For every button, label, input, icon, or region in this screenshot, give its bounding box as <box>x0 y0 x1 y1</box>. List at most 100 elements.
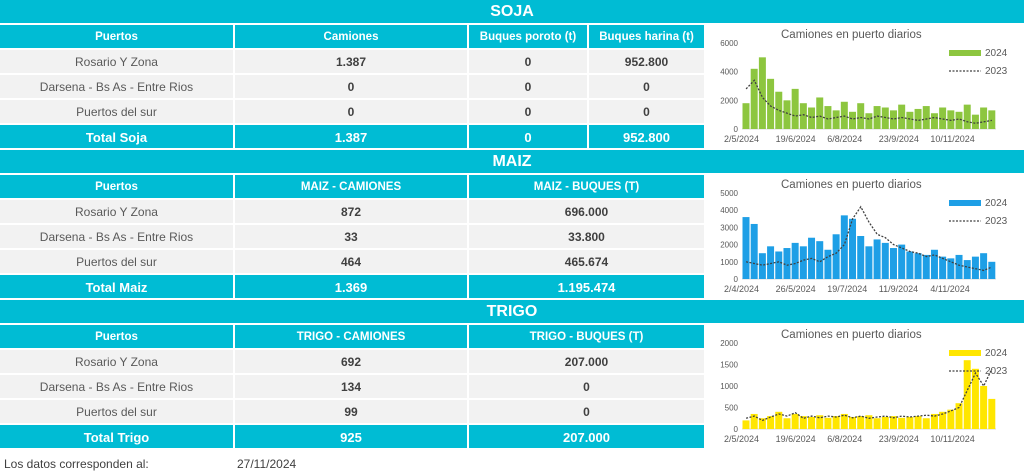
port-name: Darsena - Bs As - Entre Rios <box>0 375 235 400</box>
x-tick-label: 2/5/2024 <box>724 134 759 144</box>
x-tick-label: 6/8/2024 <box>827 434 862 444</box>
bar-2024 <box>791 413 799 429</box>
x-tick-label: 19/6/2024 <box>776 434 816 444</box>
line-2023 <box>745 79 993 124</box>
bar-2024 <box>898 104 906 129</box>
bar-2024 <box>947 409 955 429</box>
legend-label-2023: 2023 <box>985 66 1008 77</box>
table-row: Darsena - Bs As - Entre Rios 33 33.800 <box>0 225 706 250</box>
bar-2024 <box>849 218 857 279</box>
port-name: Darsena - Bs As - Entre Rios <box>0 225 235 250</box>
legend-label-2023: 2023 <box>985 366 1008 377</box>
bar-2024 <box>930 113 938 129</box>
bar-2024 <box>742 103 750 129</box>
total-row: Total Maiz 1.369 1.195.474 <box>0 275 706 300</box>
total-label: Total Trigo <box>0 425 235 450</box>
table-row: Darsena - Bs As - Entre Rios 134 0 <box>0 375 706 400</box>
chart-title: Camiones en puerto diarios <box>781 29 922 41</box>
chart-trigo: Camiones en puerto diarios 0 500 1000 1500 20… <box>706 325 1024 450</box>
section-title-maiz: MAIZ <box>0 150 1024 173</box>
bar-2024 <box>849 416 857 429</box>
value-cell: 33.800 <box>469 225 706 250</box>
bar-2024 <box>906 251 914 279</box>
bar-2024 <box>832 234 840 279</box>
bar-2024 <box>857 103 865 129</box>
bar-2024 <box>955 403 963 429</box>
value-cell: 692 <box>235 350 469 375</box>
chart-trigo-svg: Camiones en puerto diarios 0 500 1000 1500 20… <box>720 329 1008 444</box>
total-label: Total Soja <box>0 125 235 150</box>
legend-swatch-2024 <box>949 200 981 206</box>
bar-2024 <box>963 104 971 129</box>
bar-2024 <box>873 239 881 279</box>
bar-2024 <box>939 256 947 279</box>
table-row: Puertos del sur 0 0 0 <box>0 100 706 125</box>
soja-header-row: Puertos Camiones Buques poroto (t) Buque… <box>0 25 706 50</box>
legend-swatch-2024 <box>949 50 981 56</box>
legend-label-2023: 2023 <box>985 216 1008 227</box>
bar-2024 <box>914 253 922 279</box>
value-cell: 134 <box>235 375 469 400</box>
legend-swatch-2024 <box>949 350 981 356</box>
bar-2024 <box>816 415 824 429</box>
x-tick-label: 23/9/2024 <box>879 434 919 444</box>
port-name: Puertos del sur <box>0 100 235 125</box>
value-cell: 0 <box>235 100 469 125</box>
x-tick-label: 6/8/2024 <box>827 134 862 144</box>
header-cell: Buques harina (t) <box>589 25 706 50</box>
header-cell: Camiones <box>235 25 469 50</box>
table-row: Puertos del sur 99 0 <box>0 400 706 425</box>
bar-2024 <box>922 106 930 129</box>
bar-2024 <box>758 253 766 279</box>
y-tick-label: 1000 <box>720 258 738 267</box>
x-tick-label: 10/11/2024 <box>930 434 974 444</box>
total-value: 207.000 <box>469 425 706 450</box>
bar-2024 <box>963 360 971 429</box>
value-cell: 0 <box>469 400 706 425</box>
y-tick-label: 1500 <box>720 361 738 370</box>
bar-2024 <box>824 106 832 129</box>
value-cell: 952.800 <box>589 50 706 75</box>
value-cell: 696.000 <box>469 200 706 225</box>
bar-2024 <box>808 416 816 429</box>
bar-2024 <box>947 110 955 129</box>
bar-2024 <box>889 248 897 279</box>
bar-2024 <box>922 418 930 429</box>
bar-2024 <box>808 107 816 129</box>
y-tick-label: 1000 <box>720 382 738 391</box>
value-cell: 0 <box>589 100 706 125</box>
bar-2024 <box>922 254 930 279</box>
x-tick-label: 2/4/2024 <box>724 284 759 294</box>
value-cell: 99 <box>235 400 469 425</box>
chart-soja-svg: Camiones en puerto diarios 0 2000 4000 6000 2… <box>720 29 1008 144</box>
bar-2024 <box>832 416 840 429</box>
header-cell: TRIGO - CAMIONES <box>235 325 469 350</box>
x-tick-label: 4/11/2024 <box>930 284 969 294</box>
bar-2024 <box>832 110 840 129</box>
bar-2024 <box>980 386 988 429</box>
bar-2024 <box>914 108 922 129</box>
value-cell: 0 <box>469 50 589 75</box>
x-tick-label: 2/5/2024 <box>724 434 759 444</box>
bar-2024 <box>889 416 897 429</box>
port-name: Darsena - Bs As - Entre Rios <box>0 75 235 100</box>
bar-2024 <box>914 416 922 429</box>
y-tick-label: 4000 <box>720 206 738 215</box>
value-cell: 872 <box>235 200 469 225</box>
y-tick-label: 2000 <box>720 241 738 250</box>
total-value: 1.195.474 <box>469 275 706 300</box>
bar-2024 <box>873 106 881 129</box>
bar-2024 <box>930 249 938 279</box>
bar-2024 <box>865 246 873 279</box>
bar-2024 <box>988 398 996 429</box>
value-cell: 207.000 <box>469 350 706 375</box>
bar-2024 <box>881 107 889 129</box>
header-cell: Puertos <box>0 175 235 200</box>
chart-maiz: Camiones en puerto diarios 0 1000 2000 3000 4… <box>706 175 1024 300</box>
bar-2024 <box>857 236 865 279</box>
bar-2024 <box>881 416 889 429</box>
y-tick-label: 3000 <box>720 223 738 232</box>
bar-2024 <box>767 246 775 279</box>
header-cell: Puertos <box>0 325 235 350</box>
total-value: 0 <box>469 125 589 150</box>
